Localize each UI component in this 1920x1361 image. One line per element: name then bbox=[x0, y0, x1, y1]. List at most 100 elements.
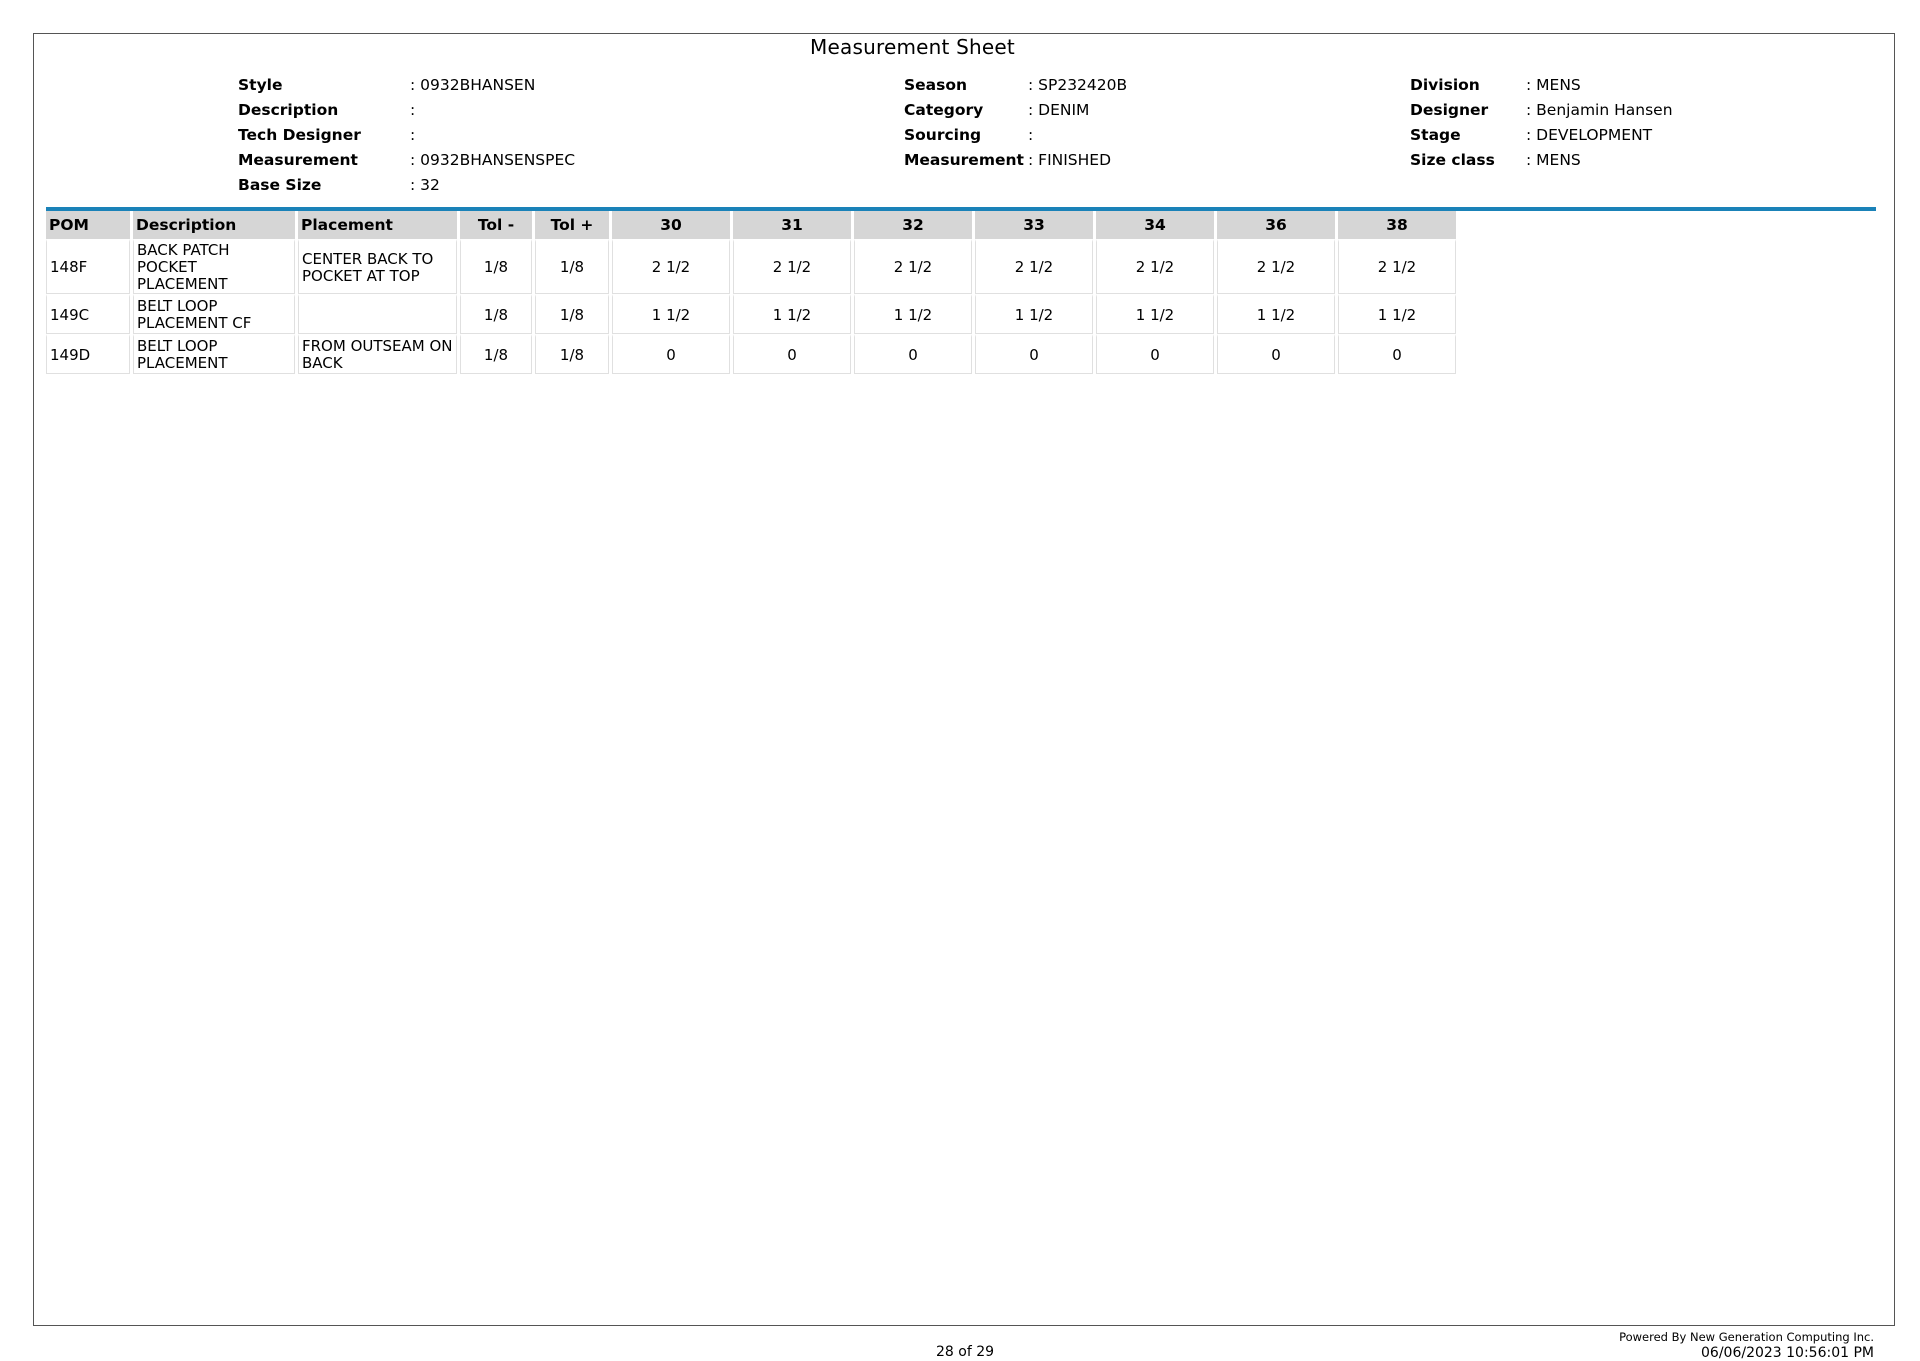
info-value: : bbox=[1028, 126, 1034, 144]
info-row: Style: 0932BHANSEN bbox=[238, 73, 575, 98]
info-label: Division bbox=[1410, 76, 1480, 94]
page-number: 28 of 29 bbox=[935, 1344, 995, 1360]
info-label: Category bbox=[904, 101, 984, 119]
table-header-row: POM Description Placement Tol - Tol + 30… bbox=[46, 211, 1456, 239]
info-row: Description: bbox=[238, 98, 575, 123]
page-frame bbox=[33, 33, 1895, 1326]
description-line: PLACEMENT bbox=[137, 354, 228, 372]
info-value: : 32 bbox=[410, 176, 440, 194]
size-cell: 0 bbox=[1096, 334, 1214, 374]
description-cell: BELT LOOP PLACEMENT bbox=[133, 334, 295, 374]
info-row: Category : DENIM bbox=[904, 98, 1127, 123]
info-label: Style bbox=[238, 76, 283, 94]
info-value: : SP232420B bbox=[1028, 76, 1128, 94]
info-value: : 0932BHANSENSPEC bbox=[410, 151, 576, 169]
column-header: 36 bbox=[1217, 211, 1335, 239]
description-line: POCKET PLACEMENT bbox=[137, 258, 228, 293]
placement-cell: CENTER BACK TO POCKET AT TOP bbox=[298, 239, 457, 294]
description-line: BACK PATCH bbox=[137, 241, 230, 259]
size-cell: 1 1/2 bbox=[612, 294, 730, 334]
size-cell: 2 1/2 bbox=[854, 239, 972, 294]
info-value: : bbox=[410, 126, 416, 144]
description-cell: BACK PATCH POCKET PLACEMENT bbox=[133, 239, 295, 294]
info-label: Tech Designer bbox=[238, 126, 361, 144]
size-cell: 2 1/2 bbox=[612, 239, 730, 294]
description-cell: BELT LOOP PLACEMENT CF bbox=[133, 294, 295, 334]
info-label: Size class bbox=[1410, 151, 1495, 169]
column-header: POM bbox=[46, 211, 130, 239]
tol-minus-cell: 1/8 bbox=[460, 334, 532, 374]
info-row: Designer : Benjamin Hansen bbox=[1410, 98, 1673, 123]
size-cell: 1 1/2 bbox=[733, 294, 851, 334]
placement-cell: FROM OUTSEAM ON BACK bbox=[298, 334, 457, 374]
size-cell: 0 bbox=[612, 334, 730, 374]
info-value: : DENIM bbox=[1028, 101, 1090, 119]
placement-line: POCKET AT TOP bbox=[302, 266, 420, 285]
size-cell: 2 1/2 bbox=[1338, 239, 1456, 294]
column-header: Description bbox=[133, 211, 295, 239]
info-value: : Benjamin Hansen bbox=[1526, 101, 1673, 119]
size-cell: 0 bbox=[733, 334, 851, 374]
placement-line: CENTER BACK TO bbox=[302, 249, 434, 268]
column-header: 32 bbox=[854, 211, 972, 239]
header-info-left: Style: 0932BHANSEN Description: Tech Des… bbox=[238, 73, 575, 198]
print-timestamp: 06/06/2023 10:56:01 PM bbox=[1701, 1345, 1874, 1361]
size-cell: 2 1/2 bbox=[733, 239, 851, 294]
info-label: Season bbox=[904, 76, 968, 94]
powered-by-text: Powered By New Generation Computing Inc. bbox=[1619, 1330, 1874, 1344]
size-cell: 1 1/2 bbox=[1338, 294, 1456, 334]
table-row: 149D BELT LOOP PLACEMENT FROM OUTSEAM ON B… bbox=[46, 334, 1456, 374]
size-cell: 0 bbox=[975, 334, 1093, 374]
size-cell: 2 1/2 bbox=[1217, 239, 1335, 294]
size-cell: 1 1/2 bbox=[1217, 294, 1335, 334]
info-row: Measurement : 0932BHANSENSPEC bbox=[238, 148, 575, 173]
info-row: Measurement: FINISHED bbox=[904, 148, 1127, 173]
column-header: Tol - bbox=[460, 211, 532, 239]
pom-cell: 148F bbox=[46, 239, 130, 294]
info-value: : bbox=[410, 101, 416, 119]
size-cell: 0 bbox=[1338, 334, 1456, 374]
column-header: Tol + bbox=[535, 211, 609, 239]
table-row: 149C BELT LOOP PLACEMENT CF 1/8 1/8 1 1/2… bbox=[46, 294, 1456, 334]
page-title: Measurement Sheet bbox=[810, 35, 1015, 59]
column-header: 30 bbox=[612, 211, 730, 239]
size-cell: 0 bbox=[854, 334, 972, 374]
size-cell: 2 1/2 bbox=[975, 239, 1093, 294]
tol-minus-cell: 1/8 bbox=[460, 294, 532, 334]
tol-plus-cell: 1/8 bbox=[535, 239, 609, 294]
column-header: Placement bbox=[298, 211, 457, 239]
description-line: BELT LOOP bbox=[137, 297, 218, 315]
description-line: PLACEMENT CF bbox=[137, 314, 252, 332]
placement-cell bbox=[298, 294, 457, 334]
info-row: Stage: DEVELOPMENT bbox=[1410, 123, 1673, 148]
description-line: BELT LOOP bbox=[137, 337, 218, 355]
column-header: 33 bbox=[975, 211, 1093, 239]
column-header: 34 bbox=[1096, 211, 1214, 239]
info-label: Measurement bbox=[238, 151, 358, 169]
tol-minus-cell: 1/8 bbox=[460, 239, 532, 294]
info-label: Sourcing bbox=[904, 126, 982, 144]
tol-plus-cell: 1/8 bbox=[535, 294, 609, 334]
size-cell: 1 1/2 bbox=[854, 294, 972, 334]
info-row: Season : SP232420B bbox=[904, 73, 1127, 98]
info-value: : MENS bbox=[1526, 76, 1581, 94]
column-header: 38 bbox=[1338, 211, 1456, 239]
pom-cell: 149C bbox=[46, 294, 130, 334]
info-row: Division : MENS bbox=[1410, 73, 1673, 98]
size-cell: 1 1/2 bbox=[975, 294, 1093, 334]
size-cell: 2 1/2 bbox=[1096, 239, 1214, 294]
info-label: Description bbox=[238, 101, 339, 119]
info-value: : MENS bbox=[1526, 151, 1581, 169]
info-label: Measurement bbox=[904, 151, 1024, 169]
info-row: Size class : MENS bbox=[1410, 148, 1673, 173]
header-info-right: Division : MENS Designer : Benjamin Hansen… bbox=[1410, 73, 1673, 173]
pom-cell: 149D bbox=[46, 334, 130, 374]
placement-line: BACK bbox=[302, 354, 343, 372]
info-label: Designer bbox=[1410, 101, 1489, 119]
tol-plus-cell: 1/8 bbox=[535, 334, 609, 374]
header-divider bbox=[46, 207, 1876, 211]
column-header: 31 bbox=[733, 211, 851, 239]
table-row: 148F BACK PATCH POCKET PLACEMENT CENTER B… bbox=[46, 239, 1456, 294]
info-row: Sourcing: bbox=[904, 123, 1127, 148]
info-label: Stage bbox=[1410, 126, 1461, 144]
